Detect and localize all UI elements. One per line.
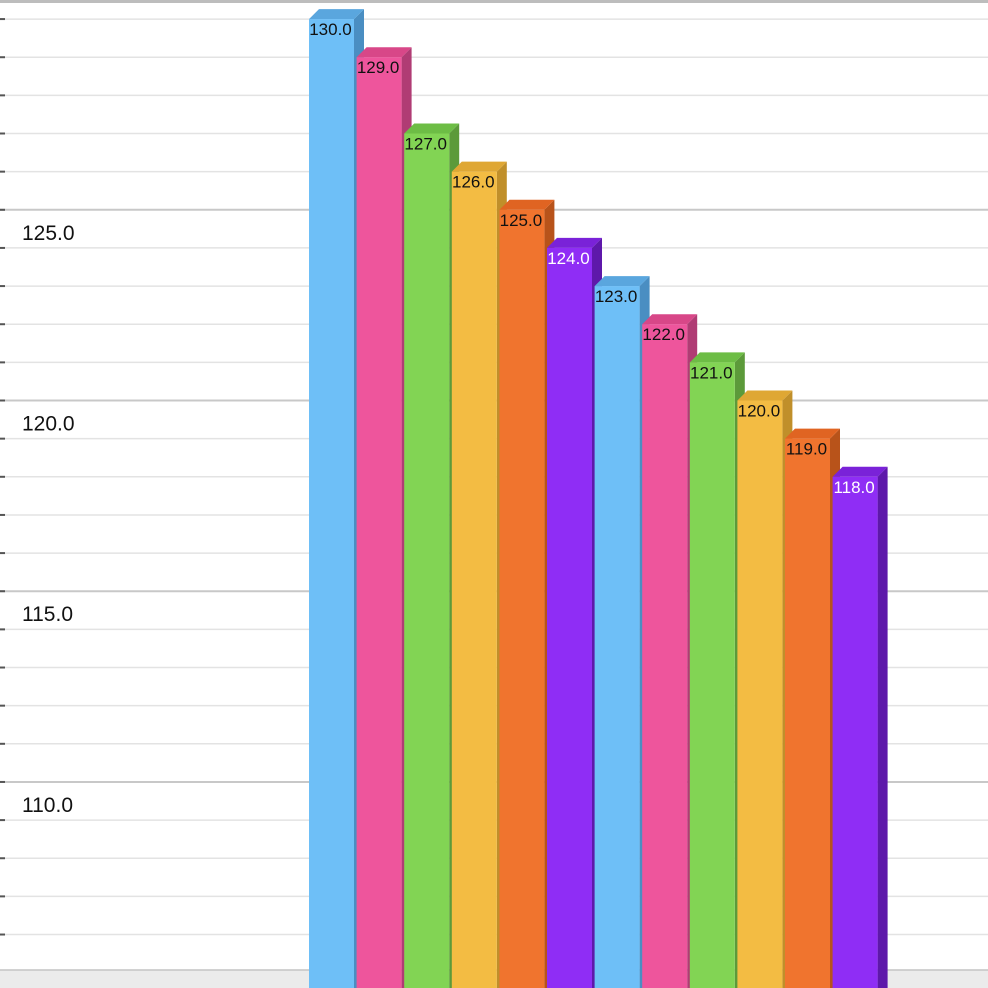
data-label: 125.0 [500,211,543,230]
bar-side [877,466,888,988]
bar [404,123,460,988]
data-label: 120.0 [738,402,781,421]
bar-front [309,19,354,988]
bar-front [832,476,878,988]
data-label: 124.0 [547,249,590,268]
bar-top [642,314,698,325]
data-label: 127.0 [404,135,447,154]
y-tick-label: 120.0 [22,413,75,436]
data-label: 126.0 [452,173,495,192]
y-tick-label: 125.0 [22,222,75,245]
bar [356,47,412,988]
bar-front [642,324,688,988]
bar [499,199,555,988]
bar-front [785,438,830,988]
bar [832,466,888,988]
bar-top [356,47,412,58]
bar-front [737,400,783,988]
bar-top [689,352,745,363]
bar-top [737,390,793,401]
bar-front [404,133,450,988]
bar-front [594,286,640,988]
data-label: 119.0 [786,440,827,459]
data-label: 129.0 [357,58,400,77]
data-label: 123.0 [595,287,638,306]
bars [309,9,888,988]
bar-front [547,247,592,988]
bar-top [309,9,364,20]
bar-front [499,209,545,988]
y-axis: 125.0 120.0 115.0 110.0 [0,18,75,936]
bar [309,9,364,988]
data-label: 118.0 [833,478,874,497]
bar [689,352,745,988]
bar [785,428,840,988]
data-label: 130.0 [309,20,352,39]
bar [451,161,507,988]
bar-top [451,161,507,172]
bar-top [404,123,460,134]
y-tick-label: 115.0 [22,603,73,626]
data-label: 122.0 [642,325,685,344]
data-label: 121.0 [690,363,733,382]
bar-top [785,428,840,439]
bar-top [499,199,555,210]
bar-top [832,466,888,477]
bar-top [547,237,602,248]
bar-front [356,57,402,988]
bar [547,237,602,988]
bar [642,314,698,988]
bar-front [451,171,497,988]
bar [594,276,650,988]
bar-front [689,362,735,988]
bar [737,390,793,988]
y-tick-label: 110.0 [22,794,73,817]
bar-top [594,276,650,287]
